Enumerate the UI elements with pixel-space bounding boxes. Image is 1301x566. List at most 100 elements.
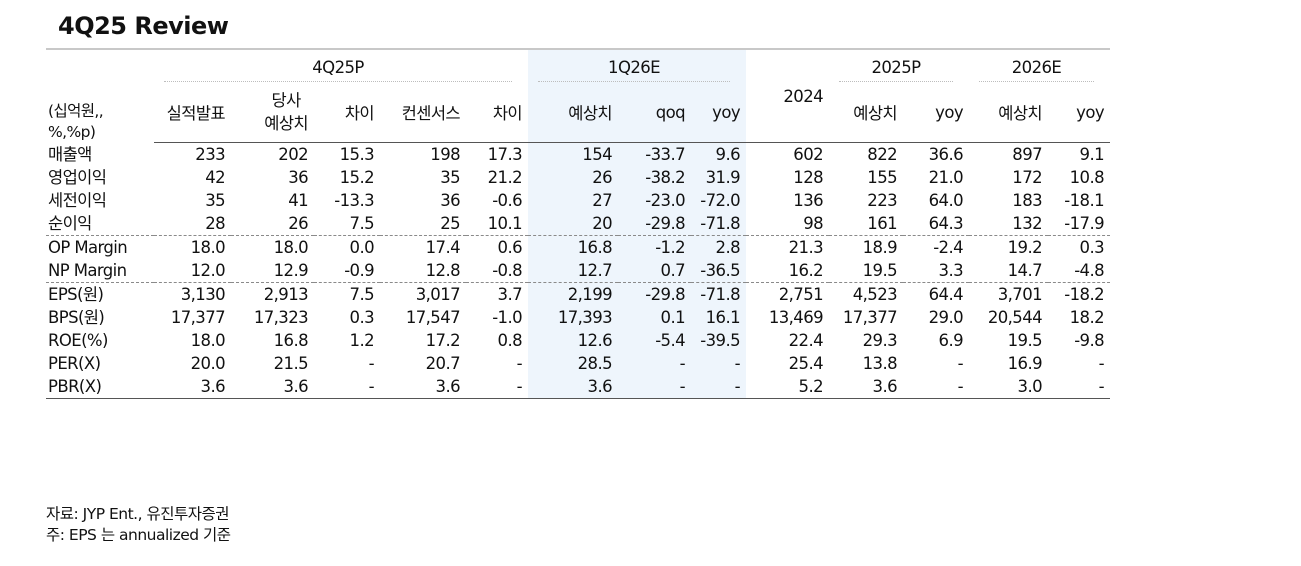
row-label: OP Margin	[46, 235, 154, 259]
table-cell: 64.3	[928, 214, 964, 233]
table-cell: 16.8	[273, 331, 309, 350]
table-cell: -	[516, 354, 523, 373]
table-cell: 64.0	[928, 191, 964, 210]
table-cell: 6.9	[938, 331, 964, 350]
table-cell: 198	[430, 145, 460, 164]
table-cell: 0.3	[349, 308, 375, 327]
table-cell: -72.0	[691, 189, 746, 212]
table-cell: 16.8	[528, 235, 618, 259]
row-label: 영업이익	[48, 168, 107, 187]
table-cell: 7.5	[349, 214, 375, 233]
table-cell: -	[618, 375, 691, 399]
group-1q26e: 1Q26E	[528, 48, 746, 82]
table-cell: 17,547	[405, 308, 461, 327]
table-cell: 17.3	[487, 145, 523, 164]
table-cell: 3.7	[466, 282, 528, 306]
table-cell: -29.8	[618, 212, 691, 236]
table-cell: -	[903, 375, 969, 399]
table-cell: -17.9	[1064, 214, 1104, 233]
row-label: BPS(원)	[48, 308, 105, 327]
table-title: 4Q25 Review	[58, 12, 229, 40]
table-cell: 172	[1012, 168, 1042, 187]
group-2025p: 2025P	[829, 48, 969, 82]
table-cell: 3,130	[154, 282, 231, 306]
table-row: BPS(원) 17,377 17,323 0.3 17,547 -1.0 17,393 0.1…	[46, 306, 1110, 329]
table-cell: 3.6	[231, 375, 314, 399]
table-cell: 0.1	[618, 306, 691, 329]
col-2026-yoy: yoy	[1048, 82, 1110, 143]
unit-label: (십억원,, %,%p)	[46, 48, 154, 143]
table-cell: 3.6	[829, 375, 903, 399]
table-cell: 15.2	[339, 168, 375, 187]
table-cell: 21.5	[273, 354, 309, 373]
table-cell: -	[957, 354, 964, 373]
table-cell: -	[1098, 354, 1105, 373]
table-cell: 10.1	[487, 214, 523, 233]
table-cell: 9.1	[1079, 145, 1105, 164]
table-cell: 35	[440, 168, 460, 187]
table-cell: -	[691, 352, 746, 375]
row-label: EPS(원)	[46, 282, 154, 306]
table-cell: 25	[440, 214, 460, 233]
table-cell: 31.9	[691, 166, 746, 189]
eps-note: 주: EPS 는 annualized 기준	[46, 526, 231, 544]
footnotes: 자료: JYP Ent., 유진투자증권 주: EPS 는 annualized…	[46, 504, 231, 546]
table-cell: 18.0	[154, 235, 231, 259]
table-cell: -23.0	[618, 189, 691, 212]
table-cell: 223	[867, 191, 897, 210]
table-cell: 20	[528, 212, 618, 236]
table-cell: 19.5	[862, 261, 898, 280]
table-cell: 16.1	[691, 306, 746, 329]
table-cell: 36	[288, 168, 308, 187]
col-diff-1: 차이	[314, 82, 380, 143]
table-cell: 3.6	[154, 375, 231, 399]
table-cell: 128	[793, 168, 823, 187]
table-cell: 14.7	[1007, 261, 1043, 280]
table-cell: 17,393	[528, 306, 618, 329]
table-cell: 0.0	[314, 235, 380, 259]
table-cell: 42	[205, 168, 225, 187]
review-table: (십억원,, %,%p) 4Q25P 1Q26E 2024 2025P 2026E…	[46, 48, 1110, 399]
table-cell: 2,199	[528, 282, 618, 306]
table-cell: 233	[195, 145, 225, 164]
table-cell: -33.7	[618, 142, 691, 166]
table-cell: 2,751	[746, 282, 829, 306]
table-cell: 897	[1012, 145, 1042, 164]
col-company-estimate: 당사 예상치	[231, 82, 314, 143]
table-cell: 5.2	[746, 375, 829, 399]
col-qoq: qoq	[618, 82, 691, 143]
table-cell: 17,377	[170, 308, 226, 327]
table-cell: -4.8	[1074, 261, 1104, 280]
table-cell: 18.2	[1069, 308, 1105, 327]
table-cell: -39.5	[691, 329, 746, 352]
table-cell: 202	[278, 145, 308, 164]
table-cell: 29.3	[862, 331, 898, 350]
table-cell: 0.8	[497, 331, 523, 350]
table-row: PBR(X) 3.6 3.6-3.6-3.6- -5.2 3.6-3.0-	[46, 375, 1110, 399]
table-cell: -	[618, 352, 691, 375]
table-cell: 19.2	[969, 235, 1048, 259]
table-cell: -2.4	[903, 235, 969, 259]
table-cell: 25.4	[788, 354, 824, 373]
col-diff-2: 차이	[466, 82, 528, 143]
table-cell: -18.1	[1064, 191, 1104, 210]
table-body: 매출액 233 202 15.3 198 17.3 154 -33.7 9.6 602 822 36.…	[46, 142, 1110, 399]
table-cell: 64.4	[903, 282, 969, 306]
table-cell: 26	[288, 214, 308, 233]
table-cell: 36.6	[928, 145, 964, 164]
table-cell: 36	[440, 191, 460, 210]
table-cell: 98	[803, 214, 823, 233]
table-cell: 35	[205, 191, 225, 210]
col-1q-yoy: yoy	[691, 82, 746, 143]
table-cell: 3,017	[380, 282, 466, 306]
col-consensus: 컨센서스	[380, 82, 466, 143]
header-row-groups: (십억원,, %,%p) 4Q25P 1Q26E 2024 2025P 2026E	[46, 48, 1110, 143]
table-cell: 17.2	[425, 331, 461, 350]
table-cell: 13.8	[862, 354, 898, 373]
table-cell: 12.8	[425, 261, 461, 280]
table-cell: 12.6	[528, 329, 618, 352]
table-cell: -1.2	[618, 235, 691, 259]
table-cell: -0.8	[492, 261, 522, 280]
col-1q-estimate: 예상치	[528, 82, 618, 143]
row-label: PBR(X)	[46, 375, 154, 399]
